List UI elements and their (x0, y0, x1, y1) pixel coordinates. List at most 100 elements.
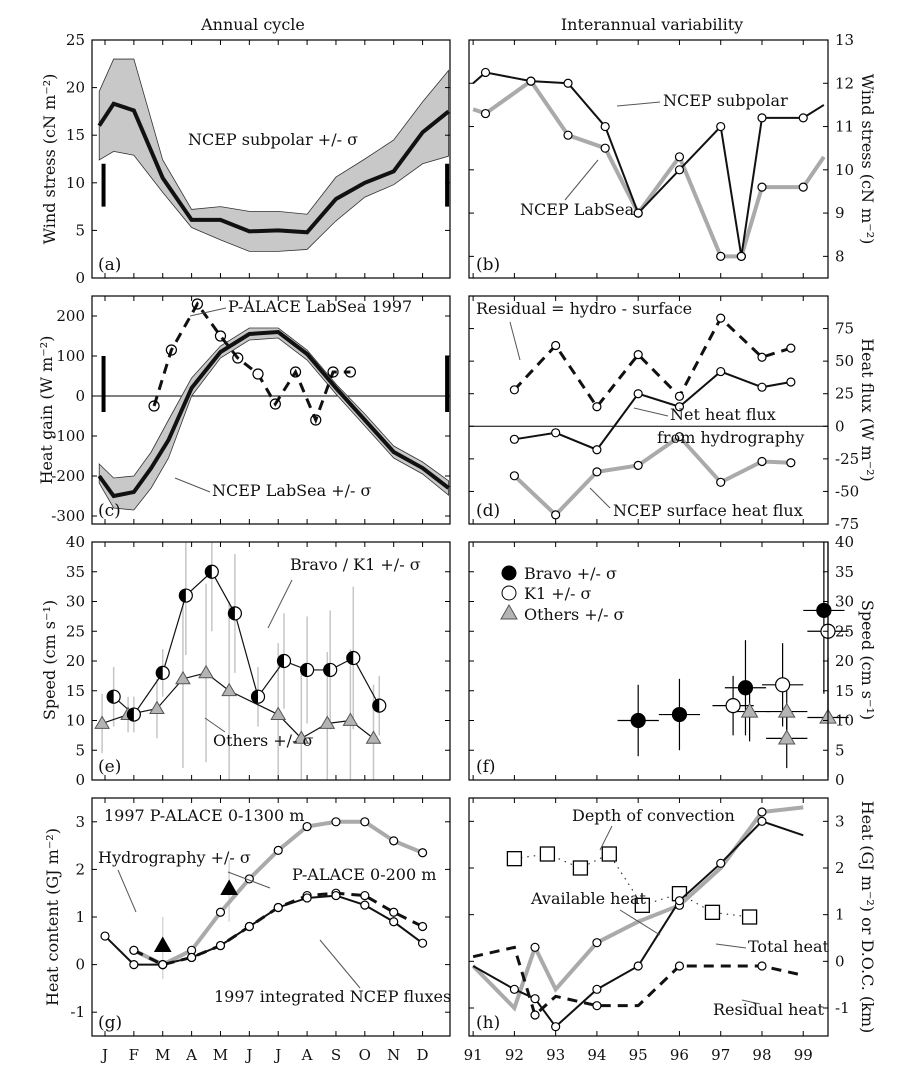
p-alace-200-marker (360, 890, 370, 901)
subpolar-marker (674, 165, 685, 175)
interannual-variability-title: Interannual variability (561, 15, 743, 34)
heat-gain-line (97, 329, 450, 499)
panel-label: (g) (98, 1013, 122, 1033)
panel-b-ytick-label: 10 (835, 161, 854, 179)
flux-marker (592, 445, 602, 455)
labsea-marker (600, 143, 610, 153)
ncep-fluxes-marker (129, 959, 139, 970)
annotation: NCEP LabSea (520, 200, 635, 219)
annotation: from hydrography (657, 428, 804, 447)
panel-e-ytick-label: 40 (66, 533, 85, 551)
panel-h-frame (468, 797, 829, 1037)
annotation: Residual = hydro - surface (476, 299, 692, 318)
y-axis-label: Heat flux (W m⁻²) (858, 338, 877, 482)
annotation-leader (204, 717, 226, 733)
panel-a-ytick-label: 15 (66, 126, 85, 144)
flux-marker (786, 343, 796, 353)
p-alace-200-marker (129, 945, 139, 955)
p-alace-marker (232, 352, 244, 364)
annotation-leader (174, 477, 211, 493)
panel-f-ytick-label: 5 (835, 741, 845, 759)
p-alace-marker (344, 366, 356, 378)
panel-h-xtick-label: 96 (670, 1046, 689, 1064)
panel-d-ytick-label: -25 (835, 450, 859, 468)
others-marker (149, 700, 165, 714)
annotation-leader (715, 943, 747, 949)
panel-c-ytick-label: 100 (56, 347, 85, 365)
panel-a-ytick-label: 20 (66, 79, 85, 97)
panel-a-ytick-label: 10 (66, 174, 85, 192)
panel-g-ytick-label: 0 (75, 956, 85, 974)
hydrography-marker (153, 936, 172, 953)
heat-marker (530, 942, 540, 952)
annotation: Hydrography +/- σ (98, 848, 251, 867)
bravo-marker (737, 680, 754, 696)
panel-h-xtick-label: 99 (794, 1046, 813, 1064)
annotation-leader (267, 579, 293, 629)
labsea-marker (716, 251, 726, 261)
flux-marker (716, 366, 726, 377)
others-marker (740, 702, 759, 718)
bravo-marker (630, 712, 646, 729)
ncep-fluxes-marker (158, 959, 168, 970)
ncep-fluxes-marker (244, 921, 254, 932)
labsea-marker (736, 251, 746, 261)
doc-marker (704, 904, 721, 920)
p-alace-marker (165, 344, 177, 356)
panel-label: (a) (98, 255, 121, 275)
panel-h-ytick-label: 0 (835, 952, 845, 970)
net-flux-line (514, 370, 792, 451)
residual-line (513, 315, 792, 410)
legend-bravo-marker (501, 565, 517, 581)
p-alace-1300-marker (389, 836, 399, 846)
panel-g-ytick-label: 3 (75, 813, 85, 831)
flux-marker (633, 389, 643, 399)
annotation: Total heat (748, 937, 830, 956)
panel-g-xtick-label: A (185, 1046, 197, 1064)
flux-marker (551, 510, 561, 520)
panel-f-ytick-label: 30 (835, 593, 854, 611)
panel-f-ytick-label: 35 (835, 563, 854, 581)
heat-marker (716, 858, 726, 868)
subpolar-marker (798, 113, 808, 123)
panel-g-xtick-label: O (359, 1046, 371, 1064)
k1-marker (725, 698, 741, 714)
doc-marker (741, 909, 758, 925)
panel-g-xtick-label: F (129, 1046, 139, 1064)
labsea-marker (633, 208, 643, 218)
flux-marker (716, 477, 726, 487)
bravo-marker (816, 602, 832, 619)
heat-marker (592, 984, 602, 994)
p-alace-marker (310, 414, 322, 426)
labsea-marker (526, 76, 536, 86)
p-alace-1300-marker (215, 907, 226, 917)
annotation: Net heat flux (670, 405, 776, 424)
surface-flux-line (513, 434, 791, 518)
annotation: NCEP subpolar (663, 91, 788, 110)
panel-g-ytick-label: 2 (75, 860, 85, 878)
panel-label: (d) (476, 501, 500, 521)
annotation-leader (599, 825, 613, 851)
annual-cycle-title: Annual cycle (200, 15, 305, 34)
flux-marker (757, 382, 767, 392)
annotation: NCEP subpolar +/- σ (188, 130, 358, 149)
flux-marker (633, 460, 643, 470)
p-alace-marker (327, 366, 339, 378)
total-heat-line (472, 820, 804, 1029)
bravo-marker-half (277, 654, 284, 668)
panel-label: (b) (476, 255, 500, 275)
bravo-marker-half (179, 589, 186, 603)
subpolar-marker (716, 121, 726, 132)
ncep-fluxes-marker (302, 893, 312, 903)
panel-c-frame (91, 295, 451, 525)
panel-b-ytick-label: 12 (835, 74, 854, 92)
wind-stress-band (98, 58, 449, 252)
y-axis-label: Speed (cm s⁻¹) (40, 600, 59, 720)
annotation-leader (227, 871, 271, 889)
flux-marker (674, 402, 685, 412)
flux-marker (592, 402, 602, 412)
bravo-marker-half (127, 708, 134, 722)
annotation: 1997 P-ALACE 0-1300 m (104, 806, 304, 825)
panel-c-ytick-label: 200 (56, 307, 85, 325)
panel-f-ytick-label: 15 (835, 682, 854, 700)
